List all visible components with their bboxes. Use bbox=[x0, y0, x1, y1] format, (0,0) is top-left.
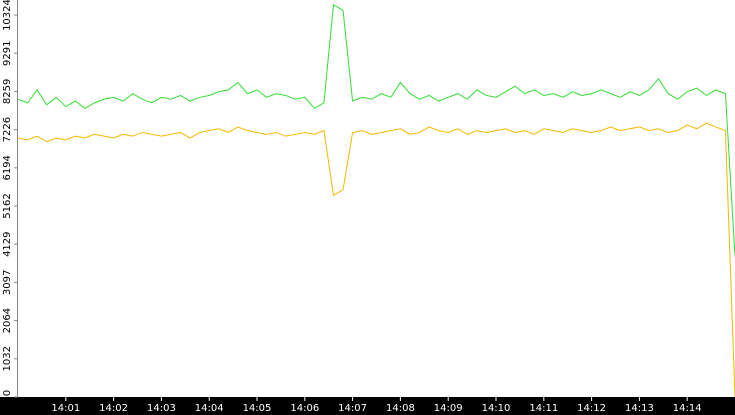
x-tick-label: 14:13 bbox=[625, 403, 654, 414]
x-tick-label: 14:06 bbox=[290, 403, 319, 414]
x-tick-label: 14:07 bbox=[338, 403, 367, 414]
x-axis-band bbox=[0, 397, 735, 415]
y-tick-label: 9291 bbox=[2, 40, 13, 65]
y-tick-label: 1032 bbox=[2, 346, 13, 371]
x-tick-label: 14:05 bbox=[243, 403, 272, 414]
y-tick-label: 4129 bbox=[2, 231, 13, 256]
y-tick-label: 6194 bbox=[2, 155, 13, 180]
series-line bbox=[17, 3, 735, 257]
x-tick-label: 14:10 bbox=[482, 403, 511, 414]
y-tick-label: 10324 bbox=[2, 0, 13, 31]
x-tick-label: 14:09 bbox=[434, 403, 463, 414]
y-tick-label: 8259 bbox=[2, 79, 13, 104]
x-tick-label: 14:01 bbox=[51, 403, 80, 414]
x-tick-label: 14:14 bbox=[673, 403, 702, 414]
y-tick-label: 2064 bbox=[2, 308, 13, 333]
x-tick-label: 14:11 bbox=[529, 403, 558, 414]
y-tick-label: 3097 bbox=[2, 270, 13, 295]
x-tick-label: 14:03 bbox=[147, 403, 176, 414]
y-tick-label: 0 bbox=[2, 390, 13, 396]
x-tick-label: 14:02 bbox=[99, 403, 128, 414]
y-tick-label: 7226 bbox=[2, 117, 13, 142]
x-tick-label: 14:04 bbox=[195, 403, 224, 414]
y-tick-label: 5162 bbox=[2, 193, 13, 218]
x-tick-label: 14:08 bbox=[386, 403, 415, 414]
series-line bbox=[17, 122, 735, 398]
x-tick-label: 14:12 bbox=[577, 403, 606, 414]
